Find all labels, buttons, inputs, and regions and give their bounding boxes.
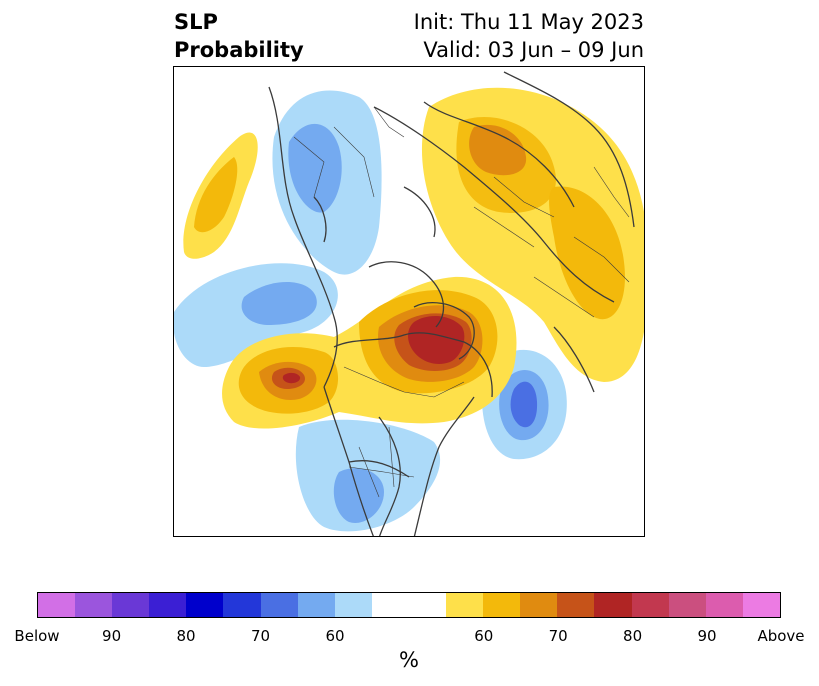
- title-quantity: Probability: [174, 38, 304, 62]
- init-date: Init: Thu 11 May 2023: [413, 10, 644, 34]
- colorbar-swatch: [705, 593, 743, 617]
- colorbar-swatch: [631, 593, 669, 617]
- colorbar-swatch: [594, 593, 632, 617]
- forecast-dates: Init: Thu 11 May 2023 Valid: 03 Jun – 09…: [414, 8, 644, 64]
- colorbar-tick-label: 60: [474, 627, 494, 645]
- colorbar-swatch: [260, 593, 298, 617]
- colorbar-swatch: [186, 593, 224, 617]
- colorbar-tick-label: 70: [250, 627, 271, 645]
- colorbar-swatch: [446, 593, 484, 617]
- colorbar-swatch: [408, 593, 447, 617]
- colorbar-swatch: [520, 593, 558, 617]
- colorbar-tick-label: 80: [176, 627, 196, 645]
- colorbar-swatch: [149, 593, 187, 617]
- eurasia-above-anomaly: [421, 87, 644, 382]
- colorbar-unit-label: %: [399, 648, 419, 672]
- colorbar-tick-label: 90: [102, 627, 122, 645]
- colorbar-swatch: [297, 593, 335, 617]
- colorbar-swatch: [371, 593, 409, 617]
- coastlines: [268, 71, 635, 536]
- pacific-above-anomaly: [183, 132, 258, 259]
- colorbar-tick-label: Above: [757, 627, 805, 645]
- colorbar-tick-label: 60: [325, 627, 345, 645]
- valid-range: Valid: 03 Jun – 09 Jun: [423, 38, 644, 62]
- colorbar-swatch: [334, 593, 372, 617]
- colorbar-swatch: [223, 593, 261, 617]
- chart-title: SLP Probability: [174, 8, 304, 64]
- colorbar-swatch: [112, 593, 150, 617]
- colorbar-swatch: [483, 593, 521, 617]
- colorbar-swatch: [742, 593, 780, 617]
- colorbar-swatch: [38, 593, 76, 617]
- colorbar-swatch: [668, 593, 706, 617]
- colorbar-swatch: [75, 593, 113, 617]
- probability-map: [173, 66, 645, 537]
- colorbar-swatch: [557, 593, 595, 617]
- country-borders: [293, 106, 630, 498]
- colorbar: [37, 592, 781, 618]
- map-svg: [174, 71, 644, 536]
- title-variable: SLP: [174, 10, 218, 34]
- colorbar-tick-label: 70: [548, 627, 568, 645]
- colorbar-tick-label: 80: [623, 627, 643, 645]
- colorbar-tick-label: 90: [697, 627, 717, 645]
- colorbar-tick-label: Below: [14, 627, 60, 645]
